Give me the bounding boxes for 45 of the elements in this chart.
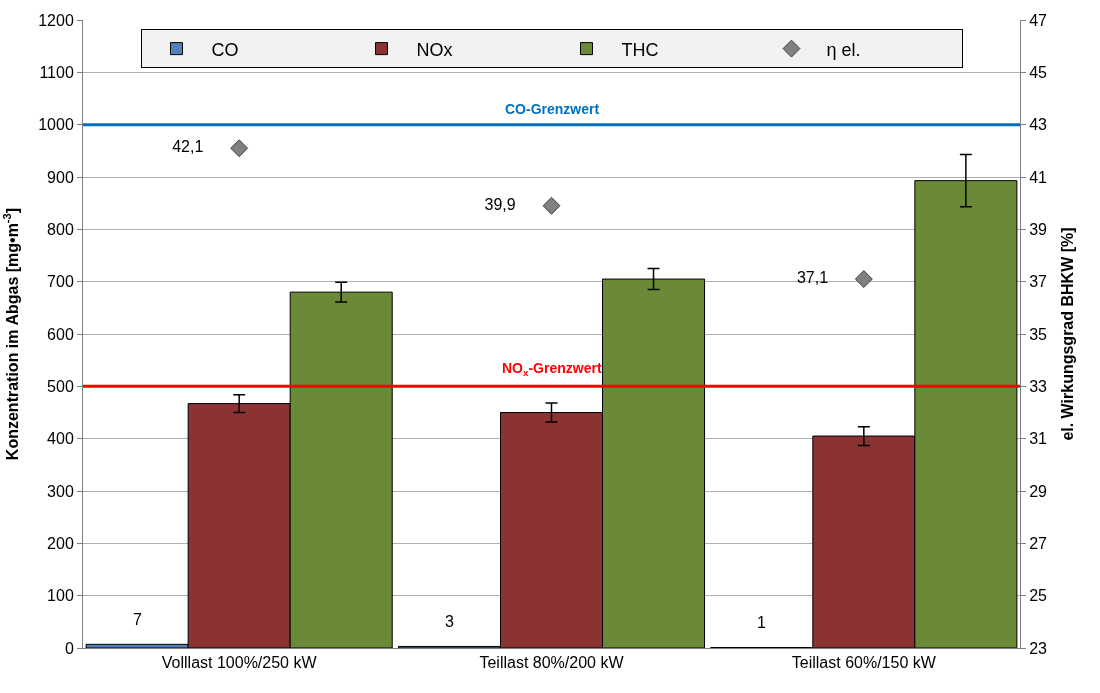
- y2-tick-label: 25: [1029, 587, 1048, 605]
- y-tick-label: 300: [47, 482, 74, 500]
- y2-tick-label: 45: [1029, 63, 1048, 81]
- x-tick-label: Teillast 80%/200 kW: [479, 654, 625, 672]
- y2-tick-label: 47: [1029, 11, 1048, 29]
- y2-tick-label: 37: [1029, 273, 1048, 291]
- legend-label: THC: [621, 39, 659, 60]
- y-tick-label: 500: [47, 377, 74, 395]
- y2-tick-label: 33: [1029, 377, 1048, 395]
- y2-tick-label: 43: [1029, 116, 1048, 134]
- x-tick-label: Volllast 100%/250 kW: [161, 654, 318, 672]
- y2-tick-label: 41: [1029, 168, 1048, 186]
- y-tick-label: 900: [47, 168, 74, 186]
- y-tick-label: 1200: [38, 11, 74, 29]
- y-tick-label: 700: [47, 273, 74, 291]
- y2-axis-title: el. Wirkungsgrad BHKW [%]: [1058, 227, 1076, 441]
- y-tick-label: 600: [47, 325, 74, 343]
- data-label: 39,9: [484, 195, 543, 213]
- data-label: 1: [757, 614, 766, 631]
- y-tick-label: 1100: [39, 63, 74, 81]
- legend-label: η el.: [826, 39, 861, 60]
- ref-line-label: CO-Grenzwert: [505, 101, 600, 117]
- data-label: 3: [445, 613, 454, 630]
- legend-label: CO: [211, 39, 239, 60]
- x-tick-label: Teillast 60%/150 kW: [791, 654, 937, 672]
- data-label: 42,1: [172, 138, 231, 156]
- y-tick-label: 1000: [38, 116, 74, 134]
- point: [854, 270, 873, 288]
- y2-tick-label: 31: [1029, 430, 1048, 448]
- ref-line-label: NO$_{x}$-Grenzwert: [502, 360, 602, 378]
- legend-label: NOx: [416, 39, 453, 60]
- y2-tick-label: 39: [1029, 220, 1048, 238]
- y2-tick-label: 35: [1029, 325, 1048, 343]
- y-tick-label: 0: [64, 639, 74, 657]
- y2-tick-label: 27: [1029, 534, 1048, 552]
- data-label: 37,1: [796, 269, 855, 287]
- point: [542, 196, 561, 215]
- point: [230, 139, 249, 158]
- data-label: 7: [133, 611, 142, 628]
- y-tick-label: 200: [47, 534, 74, 552]
- y-tick-label: 100: [47, 587, 74, 605]
- y2-tick-label: 29: [1029, 482, 1048, 500]
- y2-tick-label: 23: [1029, 639, 1048, 657]
- y-tick-label: 400: [47, 430, 74, 448]
- y-tick-label: 800: [47, 220, 74, 238]
